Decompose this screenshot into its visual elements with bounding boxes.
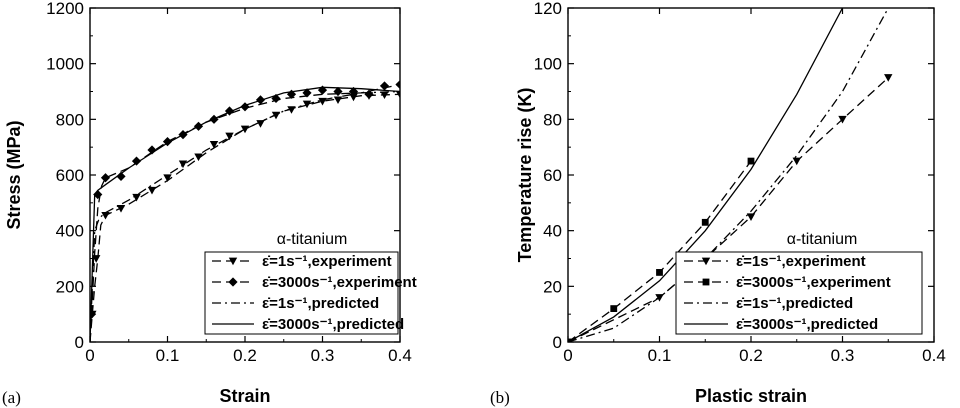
panel-b-series-1-point [656, 269, 663, 276]
panel-a-legend-label: ε̇=3000s⁻¹,predicted [262, 316, 404, 333]
panel-a-series-0-point [380, 91, 389, 100]
panel-a-legend-marker [228, 257, 238, 266]
panel-b-series-1-point [747, 157, 755, 165]
panel-b-legend: α-titanium ε̇=1s⁻¹,experiment ε̇=3000s⁻¹,… [675, 231, 923, 335]
panel-b-legend-marker [702, 278, 710, 286]
panel-a-legend-label: ε̇=1s⁻¹,predicted [262, 295, 379, 312]
panel-a-series-0-point [395, 90, 400, 99]
panel-a-ylabel: Stress (MPa) [4, 120, 24, 229]
panel-b-xtick-label: 0.2 [739, 346, 763, 365]
panel-a-ytick-label: 200 [56, 277, 84, 296]
panel-a-xtick-label: 0 [85, 346, 94, 365]
panel-b-series-1-point [568, 338, 572, 342]
panel-a-series-1-point [364, 89, 374, 99]
panel-b-ylabel: Temperature rise (K) [515, 88, 535, 263]
panel-b-ytick-label: 0 [553, 333, 562, 352]
panel-a-legend-marker [228, 277, 238, 287]
panel-a-series-0-point [132, 193, 141, 202]
panel-a-series-0-point [225, 132, 234, 141]
panel-a-xtick-label: 0.4 [388, 346, 412, 365]
panel-b-series-0-line [568, 77, 889, 342]
panel-a-xtick-label: 0.1 [156, 346, 180, 365]
panel-a-xlabel: Strain [219, 386, 270, 406]
panel-a-series-1-point [93, 189, 103, 200]
panel-b-ytick-label: 80 [543, 110, 562, 129]
panel-b-legend-label: ε̇=1s⁻¹,experiment [736, 253, 866, 270]
panel-a-series-1-point [302, 88, 312, 98]
panel-a-legend-label: ε̇=1s⁻¹,experiment [262, 253, 392, 270]
panel-b-ytick-label: 120 [534, 0, 562, 18]
panel-a-xtick-label: 0.3 [311, 346, 335, 365]
panel-b-legend-label: ε̇=3000s⁻¹,experiment [736, 274, 891, 291]
panel-a-series-0-point [147, 186, 157, 195]
panel-b-legend-title: α-titanium [787, 231, 858, 248]
panel-a-series-1-point [131, 156, 142, 166]
panel-a-series-0-point [240, 125, 250, 134]
panel-b-series-0-point [746, 213, 756, 221]
panel-a-legend: α-titanium ε̇=1s⁻¹,experiment ε̇=3000s⁻¹,… [204, 231, 417, 335]
panel-a-series-0-line [90, 93, 400, 342]
panel-b-series-3-line [568, 8, 844, 342]
panel-b-legend-marker [701, 257, 711, 266]
panel-a-series-1-point [100, 173, 111, 183]
panel-a-legend-title: α-titanium [277, 231, 348, 248]
panel-b-letter: (b) [490, 388, 510, 407]
panel-a-series-0-point [178, 160, 188, 169]
panel-a-ticks: 0 0.1 0.2 0.3 0.4 0 200 400 600 800 1000 1200 [46, 0, 412, 365]
panel-b-xtick-label: 0.3 [831, 346, 855, 365]
panel-a-series-0-point [349, 93, 358, 102]
panel-a-series-3-line [90, 86, 400, 342]
panel-a-series-1-point [395, 79, 400, 90]
panel-a-series-0-point [256, 120, 265, 128]
panel-a-ytick-label: 1200 [46, 0, 84, 18]
panel-b-legend-label: ε̇=1s⁻¹,predicted [736, 295, 853, 312]
panel-a-series-1-point [240, 102, 250, 112]
panel-a-series-0-point [101, 211, 110, 220]
panel-a-ytick-label: 800 [56, 110, 84, 129]
panel-a-series-2-line [90, 90, 400, 342]
panel-a-ytick-label: 600 [56, 166, 84, 185]
panel-a-series-1-point [116, 171, 126, 181]
panel-a-ytick-label: 1000 [46, 55, 84, 74]
panel-a-series-1-point [333, 86, 343, 97]
panel-b-ytick-label: 100 [534, 55, 562, 74]
panel-b-series-0-point [884, 74, 893, 82]
panel-b-series-1-point [701, 218, 709, 226]
panel-b-legend-box [675, 251, 923, 335]
panel-b-temperature-rise: 0 0.1 0.2 0.3 0.4 0 20 40 60 80 100 120 Plastic str… [490, 0, 946, 407]
panel-a-legend-label: ε̇=3000s⁻¹,experiment [262, 274, 417, 291]
panel-a-letter: (a) [2, 388, 21, 407]
panel-a-series-1-point [379, 81, 390, 91]
panel-b-xtick-label: 0.4 [922, 346, 946, 365]
panel-b-ytick-label: 40 [543, 222, 562, 241]
panel-a-xtick-label: 0.2 [233, 346, 257, 365]
panel-b-ytick-label: 60 [543, 166, 562, 185]
panel-a-ytick-label: 400 [56, 222, 84, 241]
panel-b-series-2-line [568, 8, 889, 342]
panel-b-legend-label: ε̇=3000s⁻¹,predicted [736, 316, 878, 333]
panel-b-xtick-label: 0 [563, 346, 572, 365]
panel-a-stress-strain: 0 0.1 0.2 0.3 0.4 0 200 400 600 800 1000 1200 Strai… [2, 0, 417, 407]
panel-a-series-0-point [333, 96, 343, 105]
panel-a-legend-box [204, 251, 399, 335]
panel-b-ytick-label: 20 [543, 277, 562, 296]
panel-a-series [90, 79, 400, 342]
panel-a-ytick-label: 0 [75, 333, 84, 352]
panel-a-series-0-point [209, 140, 219, 149]
panel-b-ticks: 0 0.1 0.2 0.3 0.4 0 20 40 60 80 100 120 [534, 0, 946, 365]
panel-a-series-0-point [271, 111, 281, 120]
panel-b-xtick-label: 0.1 [648, 346, 672, 365]
panel-a-series-0-point [194, 153, 203, 162]
panel-b-series-0-point [838, 115, 847, 124]
panel-b-series-0-point [792, 157, 801, 166]
panel-b-series-1-point [610, 305, 618, 312]
panel-a-series-0-point [116, 205, 126, 213]
panel-b-xlabel: Plastic strain [695, 386, 807, 406]
